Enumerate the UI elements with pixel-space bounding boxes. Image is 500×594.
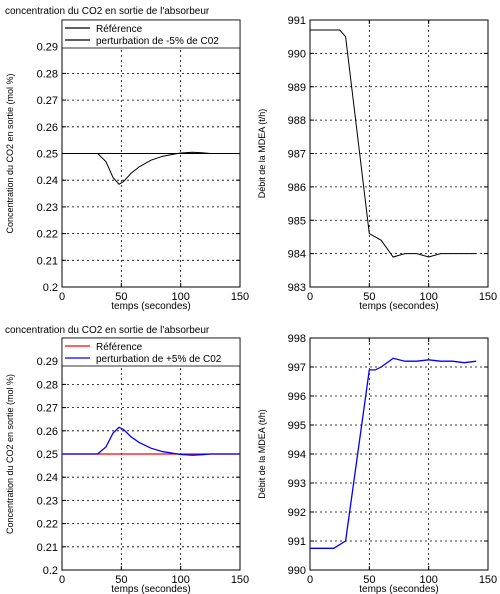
y-tick-label: 986 bbox=[288, 182, 306, 194]
y-tick-label: 987 bbox=[288, 149, 306, 161]
x-axis-label: temps (secondes) bbox=[359, 584, 438, 594]
y-tick-label: 0.26 bbox=[37, 122, 58, 134]
y-tick-label: 991 bbox=[288, 536, 306, 548]
y-tick-label: 998 bbox=[288, 333, 306, 345]
y-tick-label: 0.22 bbox=[37, 229, 58, 241]
x-axis-label: temps (secondes) bbox=[359, 301, 438, 312]
x-tick-label: 50 bbox=[363, 291, 375, 303]
y-tick-label: 996 bbox=[288, 391, 306, 403]
chart-title: concentration du CO2 en sortie de l'abso… bbox=[5, 6, 210, 17]
x-tick-label: 150 bbox=[479, 574, 497, 586]
legend-label: Référence bbox=[96, 24, 143, 35]
x-tick-label: 0 bbox=[307, 574, 313, 586]
y-tick-label: 988 bbox=[288, 115, 306, 127]
y-tick-label: 990 bbox=[288, 48, 306, 60]
chart-panel-3: 0.2 0.21 0.22 0.23 0.24 0.25 0.26 0.27 0.28 0.29 0… bbox=[5, 325, 249, 594]
y-tick-label: 0.27 bbox=[37, 403, 58, 415]
y-tick-label: 0.28 bbox=[37, 68, 58, 80]
y-axis-label: Débit de la MDEA (t/h) bbox=[257, 109, 267, 199]
series-line-2 bbox=[62, 151, 240, 185]
plot-area bbox=[309, 19, 489, 288]
x-tick-label: 100 bbox=[171, 574, 189, 586]
series-line-1 bbox=[310, 29, 477, 258]
x-tick-label: 100 bbox=[419, 574, 437, 586]
y-tick-label: 0.26 bbox=[37, 426, 58, 438]
legend-label: Référence bbox=[96, 342, 143, 353]
y-axis-label: Concentration du CO2 en sortie (mol %) bbox=[5, 73, 15, 233]
x-tick-label: 0 bbox=[59, 291, 65, 303]
y-tick-label: 995 bbox=[288, 420, 306, 432]
y-tick-label: 0.22 bbox=[37, 519, 58, 531]
y-tick-label: 0.2 bbox=[43, 282, 58, 294]
y-tick-label: 984 bbox=[288, 249, 306, 261]
legend-label: perturbation de +5% de C02 bbox=[96, 354, 222, 365]
y-tick-label: 0.23 bbox=[37, 495, 58, 507]
y-tick-label: 989 bbox=[288, 82, 306, 94]
y-tick-label: 0.25 bbox=[37, 449, 58, 461]
y-axis-label: Concentration du CO2 en sortie (mol %) bbox=[5, 374, 15, 534]
y-tick-label: 985 bbox=[288, 215, 306, 227]
x-tick-label: 100 bbox=[419, 291, 437, 303]
x-tick-label: 150 bbox=[231, 291, 249, 303]
y-tick-label: 997 bbox=[288, 362, 306, 374]
y-tick-label: 0.29 bbox=[37, 356, 58, 368]
y-tick-label: 0.21 bbox=[37, 255, 58, 267]
chart-panel-4: 990 991 992 993 994 995 996 997 998 0 50 100 150 temp… bbox=[257, 333, 497, 594]
y-tick-label: 983 bbox=[288, 282, 306, 294]
x-tick-label: 100 bbox=[171, 291, 189, 303]
series-line-2 bbox=[62, 426, 240, 456]
series-line-1 bbox=[310, 357, 477, 549]
y-tick-label: 993 bbox=[288, 478, 306, 490]
x-tick-label: 50 bbox=[363, 574, 375, 586]
y-tick-label: 0.2 bbox=[43, 565, 58, 577]
y-tick-label: 991 bbox=[288, 15, 306, 27]
y-tick-label: 0.27 bbox=[37, 95, 58, 107]
x-tick-label: 150 bbox=[231, 574, 249, 586]
y-axis-label: Débit de la MDEA (t/h) bbox=[257, 409, 267, 499]
x-tick-label: 150 bbox=[479, 291, 497, 303]
y-tick-label: 0.25 bbox=[37, 149, 58, 161]
x-tick-label: 50 bbox=[115, 291, 127, 303]
chart-panel-1: 0.2 0.21 0.22 0.23 0.24 0.25 0.26 0.27 0.28 0.29 0… bbox=[5, 6, 249, 312]
y-tick-label: 0.24 bbox=[37, 175, 58, 187]
plot-area bbox=[309, 337, 489, 571]
legend-label: perturbation de -5% de C02 bbox=[96, 36, 219, 47]
legend-box bbox=[61, 19, 241, 49]
chart-title: concentration du CO2 en sortie de l'abso… bbox=[5, 325, 210, 336]
y-tick-label: 990 bbox=[288, 565, 306, 577]
y-tick-label: 0.28 bbox=[37, 379, 58, 391]
x-tick-label: 50 bbox=[115, 574, 127, 586]
legend-box bbox=[61, 337, 241, 367]
x-axis-label: temps (secondes) bbox=[111, 584, 190, 594]
x-tick-label: 0 bbox=[307, 291, 313, 303]
chart-panel-2: 983 984 985 986 987 988 989 990 991 0 50 100 150 temp… bbox=[257, 15, 497, 312]
y-tick-label: 0.23 bbox=[37, 202, 58, 214]
y-tick-label: 992 bbox=[288, 507, 306, 519]
x-axis-label: temps (secondes) bbox=[111, 301, 190, 312]
y-tick-label: 0.21 bbox=[37, 542, 58, 554]
y-tick-label: 994 bbox=[288, 449, 306, 461]
y-tick-label: 0.29 bbox=[37, 42, 58, 54]
y-tick-label: 0.24 bbox=[37, 472, 58, 484]
x-tick-label: 0 bbox=[59, 574, 65, 586]
